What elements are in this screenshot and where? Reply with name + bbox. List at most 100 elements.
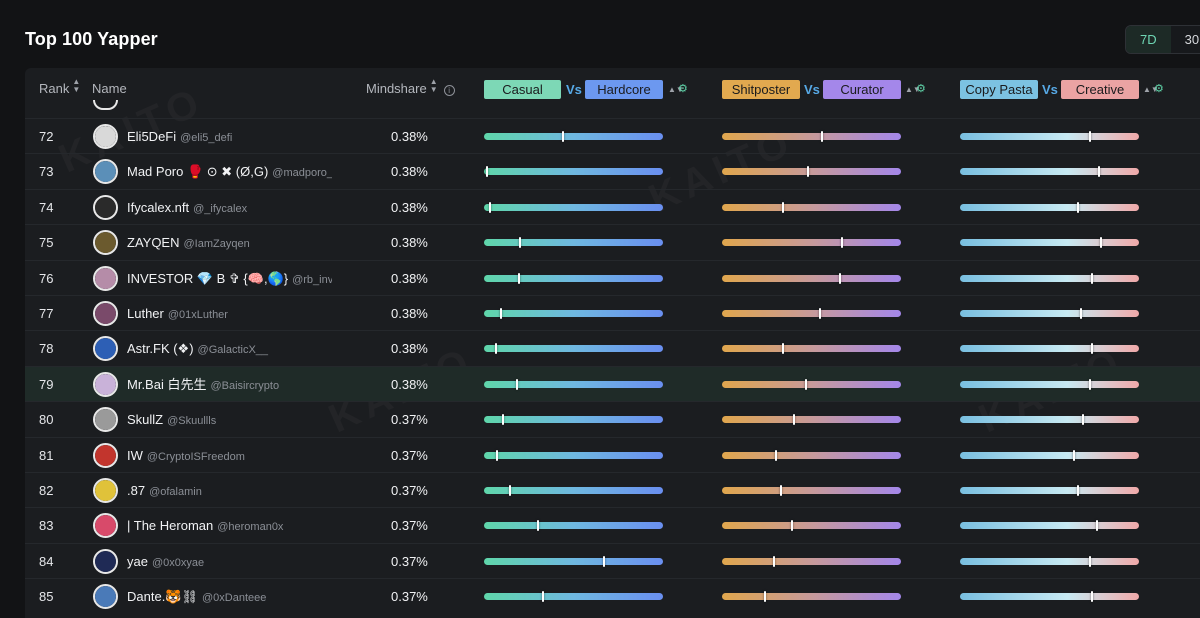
name-cell[interactable]: SkullZ @Skuullls — [127, 402, 332, 439]
table-row[interactable]: 78 Astr.FK (❖) @GalacticX__ 0.38% — [25, 330, 1200, 365]
name-cell[interactable]: Dante.🐯⛓ @0xDanteee — [127, 579, 332, 616]
bar-marker — [499, 308, 502, 319]
avatar[interactable] — [93, 478, 118, 503]
table-row[interactable]: 81 IW @CryptoISFreedom 0.37% — [25, 436, 1200, 475]
bar-marker — [561, 131, 564, 142]
name-cell[interactable]: Eli5DeFi @eli5_defi — [127, 119, 332, 156]
name-cell[interactable]: | The Heroman @heroman0x — [127, 508, 332, 545]
user-handle: @ofalamin — [149, 486, 202, 498]
table-row[interactable]: 73 Mad Poro 🥊 ⊙ ✖ (Ø,G) @madporo_ 0.38% — [25, 153, 1200, 188]
bar-marker — [1080, 308, 1083, 319]
mindshare-value: 0.38% — [391, 164, 428, 180]
casual-hardcore-bar — [484, 131, 663, 142]
copypasta-creative-bar — [960, 272, 1139, 284]
avatar[interactable] — [93, 230, 118, 256]
copypasta-tag: Copy Pasta — [960, 80, 1038, 99]
bar-marker — [1089, 555, 1092, 567]
table-row[interactable]: 74 Ifycalex.nft @_ifycalex 0.38% — [25, 188, 1200, 227]
avatar[interactable] — [93, 407, 118, 433]
name-cell[interactable]: INVESTOR 💎 B ✞ {🧠,🌎}@rb_inv... — [127, 261, 332, 298]
display-name: Luther — [127, 306, 164, 321]
table-row[interactable]: 84 yae @0x0xyae 0.37% — [25, 542, 1200, 581]
name-cell[interactable]: Mr.Bai 白先生 @Baisircrypto — [127, 367, 332, 404]
rank-header[interactable]: Rank ▲ ▼ — [39, 68, 80, 108]
avatar[interactable] — [93, 371, 118, 397]
shitposter-curator-bar — [722, 449, 901, 461]
table-row[interactable]: 83 | The Heroman @heroman0x 0.37% — [25, 507, 1200, 542]
avatar[interactable] — [93, 124, 118, 149]
table-row[interactable]: 79 Mr.Bai 白先生 @Baisircrypto 0.38% — [25, 365, 1200, 404]
gear-icon[interactable]: ⚙ — [1154, 83, 1164, 95]
range-7d-button[interactable]: 7D — [1126, 26, 1171, 53]
table-row[interactable]: 76 INVESTOR 💎 B ✞ {🧠,🌎}@rb_inv... 0.38% — [25, 259, 1200, 298]
vs-label: Vs — [566, 82, 582, 97]
user-handle: @eli5_defi — [180, 132, 233, 144]
avatar[interactable] — [93, 584, 118, 610]
rank-cell: 76 — [39, 270, 54, 286]
shitposter-curator-bar — [722, 272, 901, 284]
bar-marker — [821, 131, 824, 142]
display-name: Dante.🐯⛓ — [127, 589, 198, 605]
casual-hardcore-bar — [484, 201, 663, 213]
rank-header-label: Rank — [39, 81, 70, 96]
range-30d-button[interactable]: 30 — [1184, 32, 1200, 47]
table-row[interactable]: 75 ZAYQEN @IamZayqen 0.38% — [25, 224, 1200, 259]
mindshare-header[interactable]: Mindshare ▲ ▼ i — [366, 68, 455, 108]
name-header: Name — [92, 81, 127, 96]
avatar — [93, 100, 118, 110]
vs-label: Vs — [804, 82, 820, 97]
sort-icon[interactable]: ▲▼ — [429, 77, 438, 94]
avatar[interactable] — [93, 336, 118, 362]
display-name: INVESTOR 💎 B ✞ {🧠,🌎} — [127, 270, 289, 286]
avatar[interactable] — [93, 513, 118, 539]
user-handle: @rb_inv... — [292, 273, 332, 286]
avatar[interactable] — [93, 194, 118, 220]
shitposter-curator-bar — [722, 414, 901, 426]
sort-icon[interactable]: ▲▼ — [668, 85, 684, 94]
name-cell[interactable]: IW @CryptoISFreedom — [127, 438, 332, 475]
rank-cell: 82 — [39, 483, 54, 498]
name-cell[interactable]: Mad Poro 🥊 ⊙ ✖ (Ø,G) @madporo_ — [127, 154, 332, 191]
avatar-image — [95, 373, 116, 395]
shitposter-curator-bar — [722, 485, 901, 496]
user-handle: @madporo_ — [272, 167, 332, 180]
avatar[interactable] — [93, 442, 118, 468]
avatar-image — [95, 515, 116, 537]
name-cell[interactable]: Luther @01xLuther — [127, 296, 332, 333]
display-name: Astr.FK (❖) — [127, 341, 194, 357]
page-title: Top 100 Yapper — [25, 29, 158, 49]
info-icon[interactable]: i — [443, 85, 455, 96]
sort-icon[interactable]: ▲▼ — [72, 77, 81, 94]
avatar[interactable] — [93, 548, 118, 574]
bar-marker — [485, 166, 488, 178]
name-cell[interactable]: .87 @ofalamin — [127, 473, 332, 510]
rank-cell: 72 — [39, 129, 54, 144]
table-row[interactable]: 82 .87 @ofalamin 0.37% — [25, 472, 1200, 507]
casual-hardcore-bar — [484, 520, 663, 532]
gear-icon[interactable]: ⚙ — [916, 83, 926, 95]
avatar[interactable] — [93, 301, 118, 326]
table-row[interactable]: 77 Luther @01xLuther 0.38% — [25, 295, 1200, 330]
table-row[interactable]: 72 Eli5DeFi @eli5_defi 0.38% — [25, 118, 1200, 153]
table-row[interactable]: 80 SkullZ @Skuullls 0.37% — [25, 401, 1200, 436]
avatar[interactable] — [93, 265, 118, 291]
avatar[interactable] — [93, 159, 118, 185]
table-row[interactable]: 85 Dante.🐯⛓ @0xDanteee 0.37% — [25, 578, 1200, 613]
display-name: | The Heroman — [127, 518, 214, 534]
mindshare-value: 0.38% — [391, 129, 428, 144]
sort-icon[interactable]: ▲▼ — [1143, 85, 1159, 94]
sort-icon[interactable]: ▲▼ — [905, 85, 921, 94]
copypasta-creative-bar — [960, 591, 1139, 603]
shitposter-tag: Shitposter — [722, 80, 800, 99]
bar-marker — [1089, 378, 1092, 390]
bar-marker — [519, 237, 522, 249]
name-cell[interactable]: Ifycalex.nft @_ifycalex — [127, 190, 332, 227]
name-cell[interactable]: Astr.FK (❖) @GalacticX__ — [127, 331, 332, 368]
gear-icon[interactable]: ⚙ — [678, 83, 688, 95]
name-cell[interactable]: yae @0x0xyae — [127, 544, 332, 581]
bar-marker — [1076, 485, 1079, 496]
bar-marker — [501, 414, 504, 426]
bar-marker — [1082, 414, 1085, 426]
name-cell[interactable]: ZAYQEN @IamZayqen — [127, 225, 332, 262]
copypasta-creative-bar — [960, 378, 1139, 390]
